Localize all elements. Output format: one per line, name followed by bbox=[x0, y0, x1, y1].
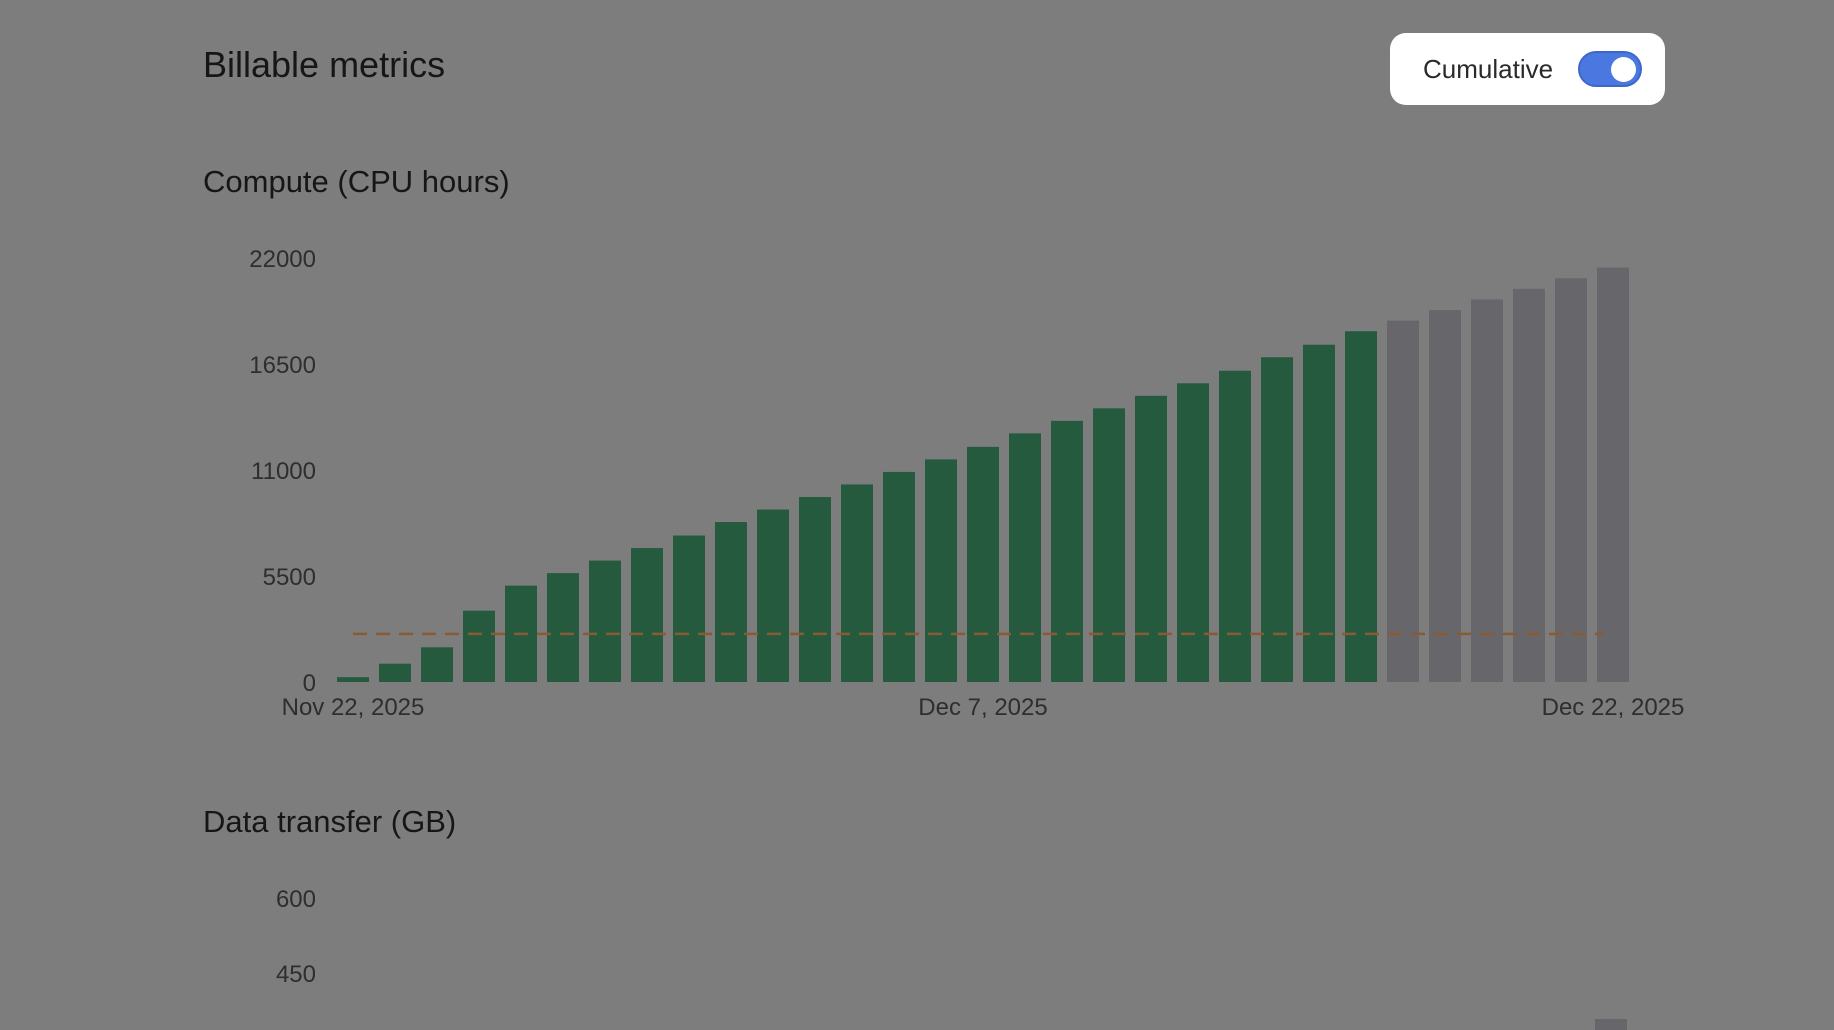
bar-actual[interactable] bbox=[799, 496, 831, 682]
y-tick-label: 600 bbox=[276, 886, 316, 913]
bar-forecast[interactable] bbox=[1387, 320, 1419, 682]
bar-actual[interactable] bbox=[337, 677, 369, 682]
cumulative-toggle-label: Cumulative bbox=[1423, 53, 1554, 84]
bar-actual[interactable] bbox=[1009, 433, 1041, 682]
bar-actual[interactable] bbox=[1261, 357, 1293, 682]
y-tick-label: 11000 bbox=[251, 458, 316, 485]
bar-actual[interactable] bbox=[1177, 383, 1209, 682]
y-tick-label: 450 bbox=[276, 961, 316, 988]
bar-actual[interactable] bbox=[379, 663, 411, 682]
bar-actual[interactable] bbox=[631, 548, 663, 682]
x-tick-label: Dec 22, 2025 bbox=[1542, 694, 1685, 721]
bar-actual[interactable] bbox=[883, 471, 915, 682]
bar-actual[interactable] bbox=[967, 446, 999, 682]
bar-actual[interactable] bbox=[463, 610, 495, 682]
bar-forecast[interactable] bbox=[1429, 310, 1461, 682]
y-tick-label: 5500 bbox=[263, 564, 316, 591]
bar-actual[interactable] bbox=[715, 522, 747, 682]
bar-actual[interactable] bbox=[547, 573, 579, 682]
bar-actual[interactable] bbox=[925, 459, 957, 682]
bar-actual[interactable] bbox=[1345, 331, 1377, 682]
compute-chart-title: Compute (CPU hours) bbox=[203, 164, 510, 199]
bar-actual[interactable] bbox=[1219, 370, 1251, 682]
bar-forecast[interactable] bbox=[1595, 1019, 1627, 1030]
x-tick-label: Dec 7, 2025 bbox=[918, 694, 1047, 721]
bar-actual[interactable] bbox=[1303, 344, 1335, 682]
bar-forecast[interactable] bbox=[1555, 278, 1587, 682]
bar-actual[interactable] bbox=[1051, 420, 1083, 682]
cumulative-toggle-card: Cumulative bbox=[1390, 33, 1665, 105]
bar-actual[interactable] bbox=[757, 509, 789, 682]
bar-actual[interactable] bbox=[1093, 408, 1125, 682]
bar-forecast[interactable] bbox=[1471, 299, 1503, 682]
toggle-knob bbox=[1611, 57, 1636, 82]
bar-actual[interactable] bbox=[421, 647, 453, 682]
bar-actual[interactable] bbox=[841, 484, 873, 682]
cumulative-toggle-switch[interactable] bbox=[1578, 51, 1642, 87]
bar-actual[interactable] bbox=[673, 535, 705, 682]
y-tick-label: 22000 bbox=[249, 246, 316, 273]
x-tick-label: Nov 22, 2025 bbox=[282, 694, 425, 721]
bar-actual[interactable] bbox=[589, 560, 621, 682]
page-title: Billable metrics bbox=[203, 44, 446, 85]
y-tick-label: 16500 bbox=[249, 352, 316, 379]
compute-chart: 0 5500 11000 16500 22000 Nov 22, 2025 Dec 7, 2… bbox=[249, 246, 1685, 721]
y-tick-label: 0 bbox=[303, 670, 316, 697]
data-transfer-chart-title: Data transfer (GB) bbox=[203, 804, 457, 839]
bar-forecast[interactable] bbox=[1597, 267, 1629, 682]
bar-forecast[interactable] bbox=[1513, 288, 1545, 682]
